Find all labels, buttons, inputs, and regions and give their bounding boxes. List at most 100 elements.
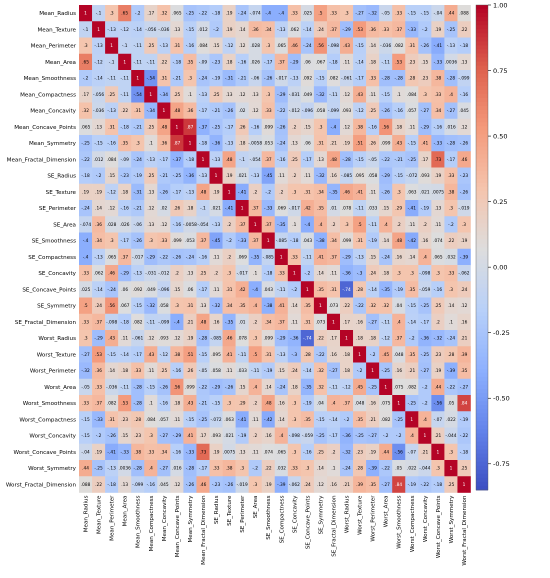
heatmap-cell [353,21,367,38]
cell-value-label: -.34 [160,92,169,98]
heatmap-cell [392,443,406,461]
heatmap-cell [300,362,315,380]
heatmap-cell [209,232,223,250]
heatmap-cell [105,378,119,396]
heatmap-cell [300,297,315,315]
heatmap-cell [326,183,341,201]
heatmap-cell [157,151,171,168]
cell-value-label: .38 [226,466,233,472]
cell-value-label: .3 [175,303,179,309]
colorbar-segment [476,199,488,204]
cell-value-label: .082 [133,319,143,325]
heatmap-cell [222,183,236,201]
heatmap-cell [144,135,158,152]
y-tick-label: Mean_Fractal_Dimension [7,157,77,163]
cell-value-label: -.28 [447,76,456,82]
heatmap-cell [444,70,458,87]
colorbar-segment [476,134,488,139]
cell-value-label: .06 [187,287,194,293]
cell-value-label: -.16 [107,141,116,147]
heatmap-cell [431,395,445,412]
cell-value-label: .19 [434,173,441,179]
cell-value-label: .87 [187,124,194,130]
y-tick-label: Worst_Radius [38,336,76,342]
cell-value-label: -.05 [368,157,377,163]
heatmap-cell [248,297,262,315]
cell-value-label: .37 [252,206,259,212]
cell-value-label: .073 [329,303,339,309]
cell-value-label: -.35 [225,319,234,325]
heatmap-cell [444,232,458,250]
heatmap-cell [79,216,93,233]
cell-value-label: .088 [459,11,469,17]
cell-value-label: -.15 [355,157,364,163]
cell-value-label: -.18 [290,238,299,244]
colorbar-segment [476,85,488,91]
heatmap-cell [340,395,354,412]
colorbar-segment [476,243,488,248]
heatmap-cell [79,86,93,103]
cell-value-label: .0036 [445,59,458,65]
heatmap-cell [209,102,223,120]
cell-value-label: -.15 [186,27,195,33]
heatmap-cell [261,167,276,185]
heatmap-cell [248,395,262,412]
y-tick-label: Worst_Fractal_Dimension [6,482,77,488]
colorbar-segment [476,336,488,341]
cell-value-label: -.13 [94,43,103,49]
heatmap-cell [105,330,119,347]
cell-value-label: -.054 [250,157,261,163]
cell-value-label: 1 [176,124,179,130]
heatmap-cell [170,70,184,87]
cell-value-label: -.13 [199,173,208,179]
colorbar-segment [476,203,488,208]
heatmap-cell [222,313,236,331]
cell-value-label: -.18 [81,173,90,179]
colorbar-segment [476,162,488,168]
cell-value-label: 1 [450,466,453,472]
cell-value-label: -.23 [460,173,469,179]
cell-value-label: -.28 [447,141,456,147]
cell-value-label: .25 [173,92,180,98]
cell-value-label: .5 [253,352,257,358]
cell-value-label: -.11 [147,59,156,65]
cell-value-label: -.27 [81,352,90,358]
cell-value-label: .48 [330,157,337,163]
x-tick-label: SE_Fractal_Dimension [331,495,337,557]
cell-value-label: .44 [82,466,89,472]
cell-value-label: .28 [408,76,415,82]
cell-value-label: .4 [318,222,322,228]
cell-value-label: -.54 [147,76,156,82]
cell-value-label: .13 [95,124,102,130]
heatmap-cell [287,362,302,380]
heatmap-cell [392,37,406,55]
cell-value-label: .19 [226,11,233,17]
cell-value-label: -.2 [291,287,297,293]
cell-value-label: .2 [279,189,283,195]
heatmap-cell [392,313,406,331]
cell-value-label: .23 [121,417,128,423]
cell-value-label: -.05 [81,384,90,390]
heatmap-cell [392,476,406,493]
cell-value-label: .73 [200,449,207,455]
cell-value-label: .1 [149,141,153,147]
heatmap-cell [405,362,419,380]
heatmap-cell [457,346,471,363]
heatmap-cell [92,53,106,71]
heatmap-cell [418,216,432,233]
cell-value-label: .18 [369,59,376,65]
cell-value-label: .35 [239,303,246,309]
heatmap-cell [248,118,262,136]
x-tick-label: Mean_Concavity [162,495,168,541]
cell-value-label: -.32 [81,368,90,374]
heatmap-cell [457,151,471,168]
cell-value-label: .084 [407,92,417,98]
heatmap-cell [418,102,432,120]
heatmap-cell [274,135,289,152]
cell-value-label: -.42 [264,417,273,423]
cell-value-label: .33 [82,401,89,407]
cell-value-label: .065 [172,11,182,17]
colorbar-segment [476,469,488,475]
heatmap-cell [431,297,445,315]
cell-value-label: .12 [317,482,324,488]
